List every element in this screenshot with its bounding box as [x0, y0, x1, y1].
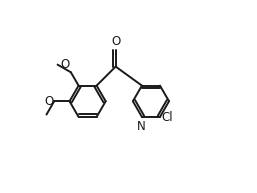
Text: O: O	[61, 58, 70, 71]
Text: O: O	[44, 95, 53, 108]
Text: Cl: Cl	[161, 111, 172, 124]
Text: N: N	[136, 120, 145, 133]
Text: O: O	[111, 35, 120, 48]
